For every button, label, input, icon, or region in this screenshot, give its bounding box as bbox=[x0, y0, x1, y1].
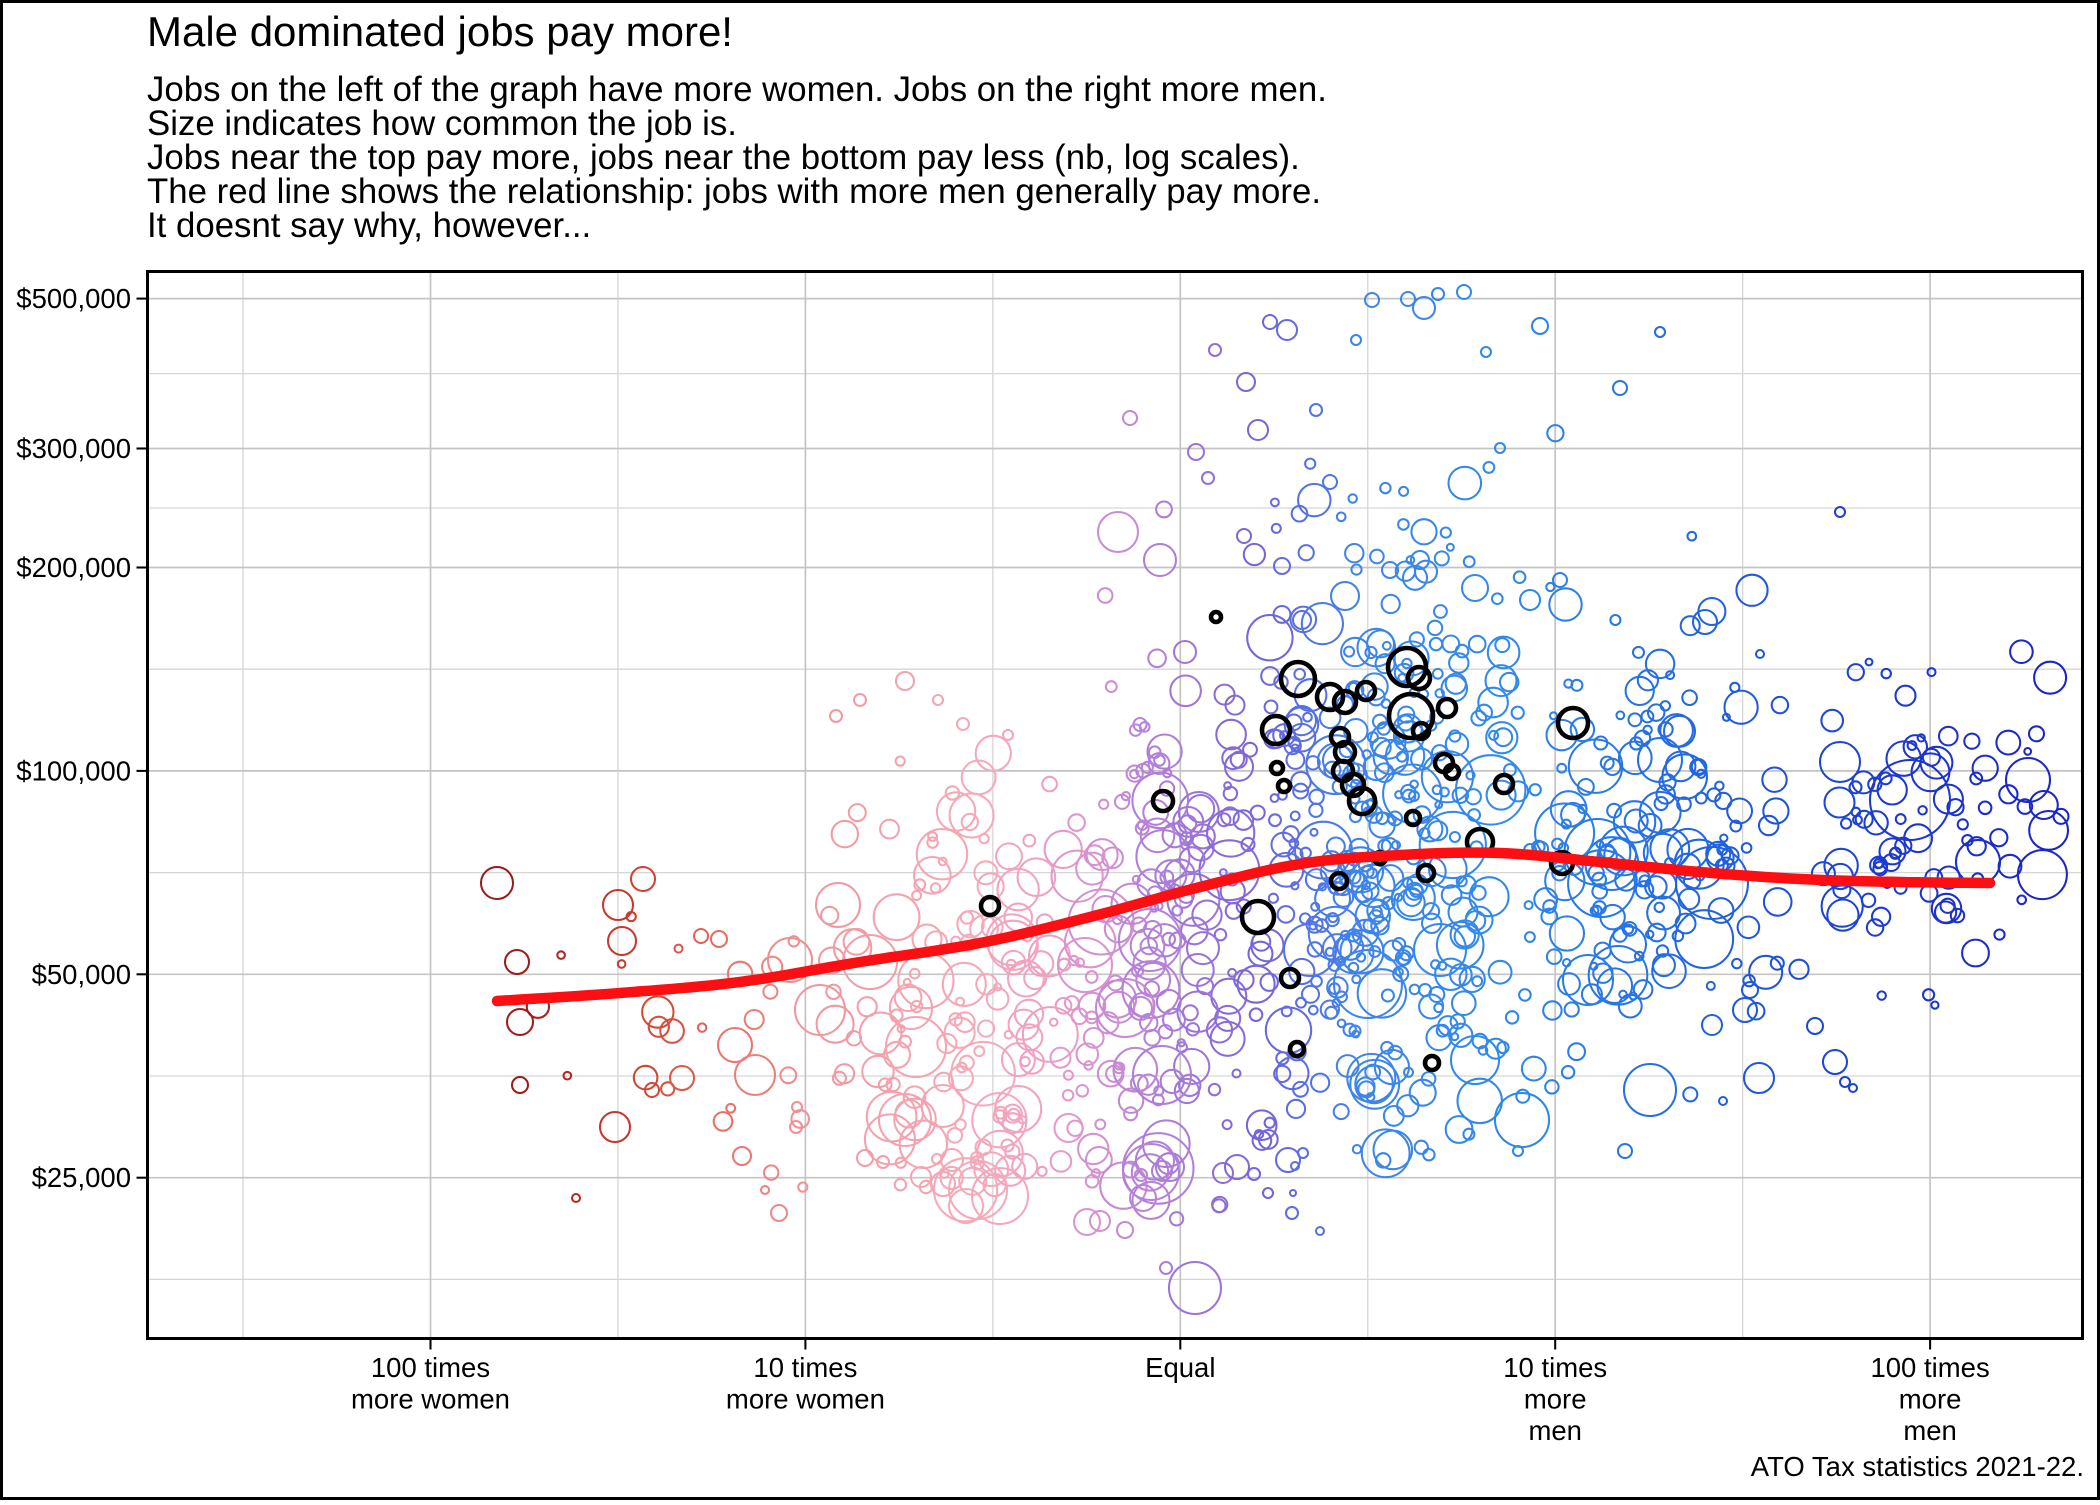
svg-text:The red line shows the relatio: The red line shows the relationship: job… bbox=[147, 172, 1321, 211]
svg-text:more: more bbox=[1524, 1384, 1587, 1415]
svg-text:100 times: 100 times bbox=[371, 1352, 490, 1383]
svg-text:It doesnt say why, however...: It doesnt say why, however... bbox=[147, 206, 591, 245]
svg-text:$50,000: $50,000 bbox=[32, 959, 131, 990]
svg-text:Equal: Equal bbox=[1145, 1352, 1215, 1383]
svg-text:Size indicates how common the: Size indicates how common the job is. bbox=[147, 104, 737, 143]
svg-text:$300,000: $300,000 bbox=[16, 433, 131, 464]
svg-text:more women: more women bbox=[351, 1384, 510, 1415]
svg-text:100 times: 100 times bbox=[1870, 1352, 1989, 1383]
svg-text:$25,000: $25,000 bbox=[32, 1162, 131, 1193]
svg-text:men: men bbox=[1528, 1415, 1582, 1446]
svg-text:$200,000: $200,000 bbox=[16, 552, 131, 583]
svg-text:Male dominated jobs pay more!: Male dominated jobs pay more! bbox=[147, 8, 733, 55]
svg-text:10 times: 10 times bbox=[1503, 1352, 1607, 1383]
svg-text:$500,000: $500,000 bbox=[16, 283, 131, 314]
svg-text:men: men bbox=[1903, 1415, 1957, 1446]
svg-text:more: more bbox=[1899, 1384, 1962, 1415]
svg-text:$100,000: $100,000 bbox=[16, 755, 131, 786]
svg-text:more women: more women bbox=[726, 1384, 885, 1415]
svg-text:Jobs near the top pay more, jo: Jobs near the top pay more, jobs near th… bbox=[147, 138, 1300, 177]
svg-text:ATO Tax statistics 2021-22.: ATO Tax statistics 2021-22. bbox=[1751, 1451, 2084, 1482]
svg-text:10 times: 10 times bbox=[753, 1352, 857, 1383]
svg-text:Jobs on the left of the graph: Jobs on the left of the graph have more … bbox=[147, 70, 1327, 109]
